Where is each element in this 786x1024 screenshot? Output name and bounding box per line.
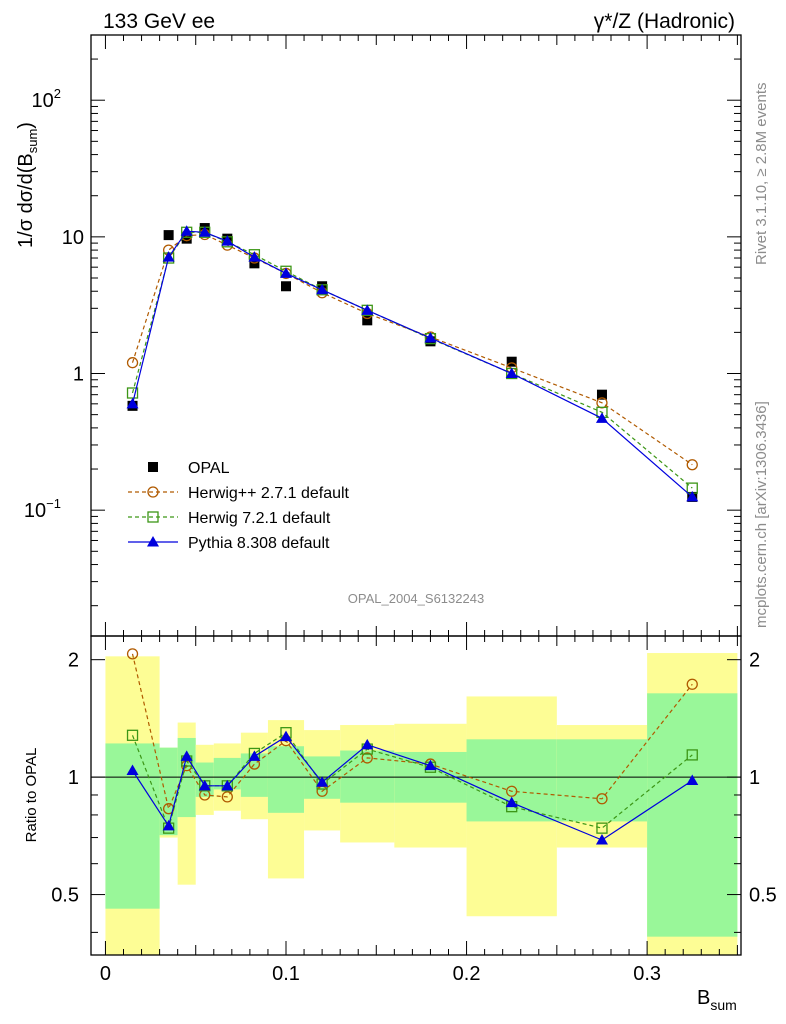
ratio-y-tick-label-right: 2 — [749, 650, 760, 672]
ratio-series-point — [361, 738, 374, 750]
legend: OPAL Herwig++ 2.7.1 default Herwig 7.2.1 d… — [128, 460, 350, 552]
legend-label: OPAL — [188, 460, 230, 477]
main-series-point — [126, 357, 139, 369]
ratio-series-point — [248, 750, 261, 761]
ratio-series-point — [162, 819, 175, 831]
ratio-y-tick-label-right: 0.5 — [749, 885, 777, 907]
inner-uncertainty-band — [647, 693, 738, 937]
legend-entry: OPAL — [148, 460, 230, 477]
main-series-point — [361, 304, 374, 315]
ratio-series-point — [280, 730, 292, 742]
main-series-point — [596, 389, 607, 400]
process-label: γ*/Z (Hadronic) — [594, 10, 735, 33]
main-series-point — [181, 233, 192, 244]
ratio-plot-frame — [90, 635, 742, 956]
main-series-point — [280, 267, 292, 278]
legend-label: Herwig++ 2.7.1 default — [188, 485, 350, 502]
main-series-point — [506, 356, 517, 367]
main-series-point — [316, 283, 329, 295]
ratio-series-point — [686, 678, 698, 690]
main-series-point — [505, 367, 518, 379]
ratio-series-point — [596, 822, 608, 834]
ratio-y-tick-label-right: 1 — [749, 767, 760, 789]
ratio-series-point — [180, 750, 193, 761]
ratio-y-axis-title: Ratio to OPAL — [23, 748, 40, 843]
inner-uncertainty-band — [556, 739, 648, 822]
main-series-point — [221, 235, 234, 246]
main-series-line — [131, 233, 693, 466]
main-plot-area — [126, 223, 699, 502]
ratio-y-tick-label-left: 0.5 — [51, 885, 79, 907]
main-y-tick-label: 10−1 — [24, 496, 61, 522]
ratio-series-point — [361, 752, 373, 764]
main-series-point — [162, 251, 175, 262]
main-series-point — [686, 459, 698, 471]
ratio-series-point — [221, 779, 234, 791]
plot-axes: 10−1 1 10 102 0.5 0.5 1 1 2 2 0 0.1 0.2 0.3 — [24, 34, 777, 985]
ratio-series-point — [505, 796, 518, 808]
legend-marker — [147, 536, 159, 547]
legend-marker — [148, 462, 158, 472]
main-y-tick-label: 10 — [62, 227, 84, 249]
x-tick-label: 0 — [100, 963, 111, 985]
ratio-series-point — [596, 793, 608, 805]
inner-uncertainty-band — [195, 762, 214, 797]
main-y-tick-label: 1 — [73, 364, 84, 386]
legend-label: Pythia 8.308 default — [188, 535, 330, 552]
legend-entry: Pythia 8.308 default — [128, 535, 330, 552]
main-y-tick-label: 102 — [32, 86, 61, 112]
rivet-version-label: Rivet 3.1.10, ≥ 2.8M events — [753, 83, 770, 266]
x-tick-label: 0.2 — [453, 963, 481, 985]
main-series-point — [686, 490, 699, 502]
main-series-point — [595, 412, 608, 423]
main-series-point — [281, 281, 291, 292]
main-series-point — [163, 230, 174, 241]
ratio-series-point — [424, 759, 437, 771]
x-tick-label: 0.3 — [633, 963, 661, 985]
ratio-series-point — [198, 779, 211, 791]
analysis-id-label: OPAL_2004_S6132243 — [348, 591, 484, 606]
main-series-pythia-8-308-default — [126, 225, 699, 502]
ratio-series-point — [595, 833, 608, 845]
main-series-point — [198, 226, 211, 237]
legend-entry: Herwig++ 2.7.1 default — [128, 485, 350, 502]
ratio-plot-area — [91, 648, 741, 845]
ratio-series-point — [316, 776, 329, 787]
legend-marker — [147, 511, 159, 523]
main-series-point — [362, 315, 373, 326]
ratio-series-point — [506, 785, 518, 797]
ratio-series-point — [686, 774, 699, 786]
inner-uncertainty-band — [267, 746, 305, 813]
main-series-point — [126, 397, 139, 409]
x-tick-label: 0.1 — [272, 963, 300, 985]
ratio-y-tick-label-left: 1 — [68, 767, 79, 789]
energy-label: 133 GeV ee — [103, 10, 215, 33]
ratio-series-point — [221, 791, 233, 803]
x-axis-title: Bsum — [697, 987, 737, 1013]
ratio-series-point — [126, 764, 139, 775]
ratio-y-tick-label-left: 2 — [68, 650, 79, 672]
legend-entry: Herwig 7.2.1 default — [128, 510, 331, 527]
ratio-series-pythia-8-308-default — [126, 730, 699, 845]
ratio-series-point — [126, 648, 139, 660]
main-series-point — [424, 331, 437, 343]
ratio-series-point — [126, 729, 139, 741]
legend-marker — [147, 486, 159, 498]
main-y-axis-title: 1/σ dσ/d(Bsum) — [15, 122, 40, 248]
inner-uncertainty-band — [466, 739, 557, 822]
main-series-point — [180, 225, 193, 236]
main-series-point — [248, 251, 261, 262]
mcplots-reference-label: mcplots.cern.ch [arXiv:1306.3436] — [753, 401, 770, 628]
ratio-series-point — [686, 749, 698, 761]
legend-label: Herwig 7.2.1 default — [188, 510, 331, 527]
